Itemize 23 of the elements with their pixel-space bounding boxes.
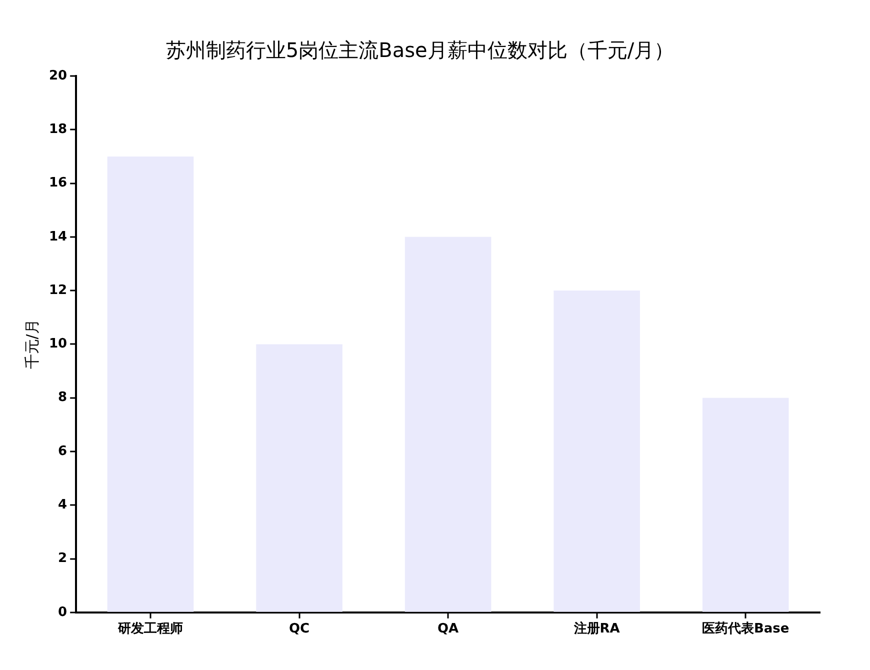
x-tick-label: 医药代表Base [702, 620, 790, 637]
y-tick-label: 16 [48, 176, 68, 191]
y-tick-label: 6 [58, 444, 68, 459]
y-tick-label: 8 [58, 390, 68, 406]
y-tick-label: 12 [48, 282, 68, 298]
y-axis-title: 千元/月 [22, 319, 41, 370]
x-tick-label: 研发工程师 [116, 622, 183, 637]
y-tick-label: 2 [58, 551, 68, 566]
y-tick-label: 0 [58, 604, 68, 620]
x-tick-label: QA [437, 622, 459, 637]
bar [702, 398, 789, 612]
bar [404, 236, 492, 612]
x-tick-label: 注册RA [572, 620, 620, 637]
y-tick-label: 14 [48, 229, 68, 244]
x-tick-label: QC [288, 622, 310, 637]
bar [554, 290, 640, 612]
y-tick-label: 18 [48, 122, 68, 138]
y-tick-label: 20 [48, 68, 68, 84]
bar [256, 344, 342, 612]
y-tick-label: 4 [58, 497, 68, 512]
y-tick-label: 10 [48, 336, 68, 352]
bar [107, 156, 194, 612]
chart-title: 苏州制药行业5岗位主流Base月薪中位数对比（千元/月） [166, 38, 674, 62]
